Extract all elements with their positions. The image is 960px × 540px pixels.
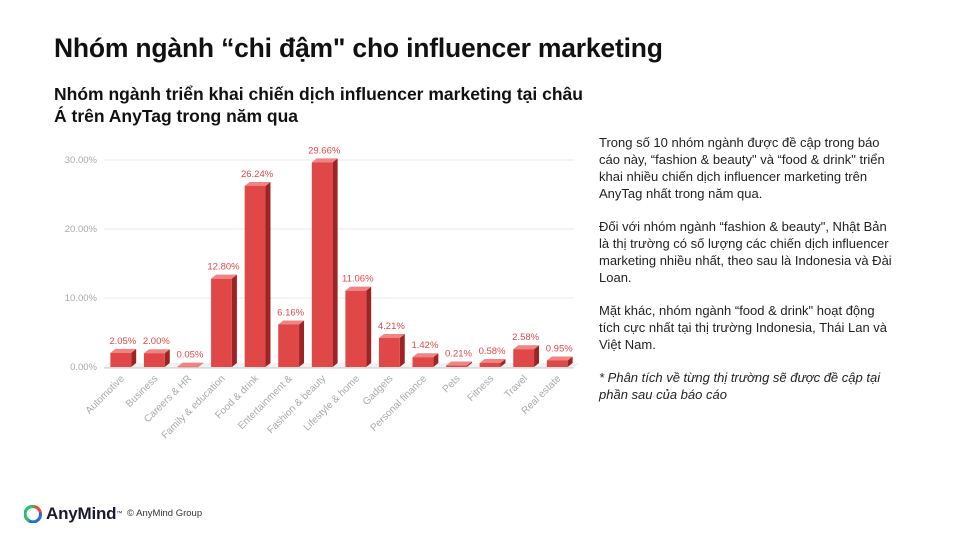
x-tick-label: Fashion & beauty	[266, 373, 329, 436]
bar	[446, 361, 472, 367]
bar-top	[143, 349, 170, 354]
x-tick-label: Family & education	[160, 373, 228, 441]
x-tick-label: Pets	[441, 373, 463, 395]
bar-top	[110, 348, 137, 353]
bar-side	[433, 353, 439, 367]
bar-side	[265, 181, 271, 367]
bar-side	[366, 286, 372, 367]
footnote: * Phân tích về từng thị trường sẽ được đ…	[599, 370, 881, 402]
x-tick-label: Automotive	[84, 373, 127, 416]
body-paragraph-1: Trong số 10 nhóm ngành được đề cập trong…	[599, 135, 885, 201]
value-label: 26.24%	[241, 169, 274, 180]
bar-side	[567, 356, 573, 367]
bar-front	[546, 360, 568, 367]
bar-top	[278, 320, 305, 325]
value-label: 1.42%	[411, 340, 438, 351]
bar-front	[479, 362, 501, 367]
bar-side	[164, 349, 170, 367]
value-label: 4.21%	[378, 321, 405, 332]
bar	[177, 362, 204, 368]
bar-top	[513, 345, 540, 350]
chart-subtitle: Nhóm ngành triển khai chiến dịch influen…	[54, 84, 583, 126]
body-paragraph-3: Mặt khác, nhóm ngành “food & drink" hoạt…	[599, 303, 888, 352]
bar-front	[446, 365, 467, 367]
bar	[110, 348, 137, 367]
copyright-text: © AnyMind Group	[127, 508, 203, 519]
bar	[278, 320, 305, 367]
y-tick-label: 0.00%	[70, 362, 97, 373]
bar-side	[466, 361, 472, 367]
y-tick-label: 10.00%	[65, 293, 98, 304]
bar-front	[278, 324, 300, 367]
logo-trademark: ™	[116, 511, 123, 517]
bar	[378, 333, 405, 367]
bar-top	[311, 158, 338, 163]
value-label: 6.16%	[277, 307, 304, 318]
bar-side	[332, 158, 338, 367]
bar	[311, 158, 338, 367]
bar-side	[198, 362, 204, 367]
value-label: 0.05%	[176, 350, 203, 361]
bar-front	[244, 185, 266, 367]
bar-front	[143, 353, 165, 367]
bar-top	[412, 353, 439, 358]
bar-front	[311, 162, 333, 367]
bar-side	[131, 348, 137, 367]
bar-front	[110, 352, 132, 367]
logo-wordmark: AnyMind	[46, 504, 117, 523]
y-tick-label: 30.00%	[65, 155, 98, 166]
bar-top	[546, 356, 573, 361]
x-tick-label: Gadgets	[361, 373, 396, 408]
bar	[143, 349, 170, 367]
bar	[244, 181, 271, 367]
bar-side	[500, 358, 506, 367]
bar-front	[412, 357, 434, 367]
bar-chart: 0.00% 10.00% 20.00% 30.00% 2.05% Automotive 2.…	[65, 145, 579, 441]
value-label: 2.58%	[512, 332, 539, 343]
bar-top	[244, 181, 271, 186]
bar	[412, 353, 439, 367]
bar	[479, 358, 506, 367]
bar-front	[211, 278, 232, 367]
bar-side	[399, 333, 405, 367]
bar-top	[177, 362, 204, 367]
value-label: 11.06%	[342, 274, 374, 285]
bar	[546, 356, 573, 367]
y-tick-label: 20.00%	[65, 224, 98, 235]
bar	[513, 345, 540, 367]
value-label: 0.21%	[445, 349, 472, 360]
anymind-logo-icon	[24, 505, 42, 523]
value-label: 12.80%	[207, 262, 240, 273]
bar-side	[534, 345, 540, 367]
value-label: 29.66%	[308, 145, 341, 156]
x-tick-label: Travel	[503, 373, 530, 400]
chart-floor	[104, 363, 579, 367]
bar-front	[345, 290, 367, 367]
bar-top	[378, 333, 405, 338]
value-label: 0.95%	[546, 343, 573, 354]
body-text: Trong số 10 nhóm ngành được đề cập trong…	[599, 134, 899, 419]
bar	[345, 286, 372, 367]
bar-front	[177, 366, 199, 368]
body-paragraph-2: Đối với nhóm ngành “fashion & beauty", N…	[599, 219, 892, 285]
value-label: 0.58%	[479, 346, 506, 357]
anymind-logo: AnyMind ™	[24, 504, 122, 524]
bar-top	[446, 361, 472, 366]
bar-front	[513, 349, 535, 367]
bar	[211, 274, 237, 367]
bar-top	[479, 358, 506, 363]
value-label: 2.00%	[143, 336, 170, 347]
bar-top	[345, 286, 372, 291]
bar-top	[211, 274, 237, 279]
value-label: 2.05%	[109, 336, 136, 347]
bar-front	[378, 337, 400, 367]
slide-title: Nhóm ngành “chi đậm" cho influencer mark…	[54, 33, 663, 63]
x-tick-label: Fitness	[466, 373, 497, 404]
bar-side	[299, 320, 305, 367]
bar-side	[231, 274, 237, 367]
